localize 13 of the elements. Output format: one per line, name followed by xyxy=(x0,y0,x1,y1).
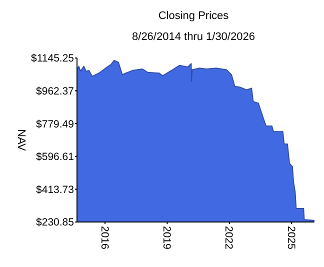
y-tick-label: $962.37 xyxy=(36,85,74,98)
chart-title: Closing Prices xyxy=(158,10,230,22)
chart-subtitle: 8/26/2014 thru 1/30/2026 xyxy=(132,31,255,43)
x-tick-label: 2025 xyxy=(284,226,297,250)
x-tick-label: 2019 xyxy=(160,226,173,250)
y-tick-label: $1145.25 xyxy=(30,52,74,65)
y-tick-label: $779.49 xyxy=(36,118,74,130)
y-tick-label: $413.73 xyxy=(36,184,74,196)
x-tick-label: 2016 xyxy=(98,226,110,250)
x-tick-label: 2022 xyxy=(222,226,235,250)
y-tick-label: $230.85 xyxy=(36,216,74,229)
y-tick-label: $596.61 xyxy=(36,151,74,164)
y-axis-title: NAV xyxy=(15,129,27,152)
